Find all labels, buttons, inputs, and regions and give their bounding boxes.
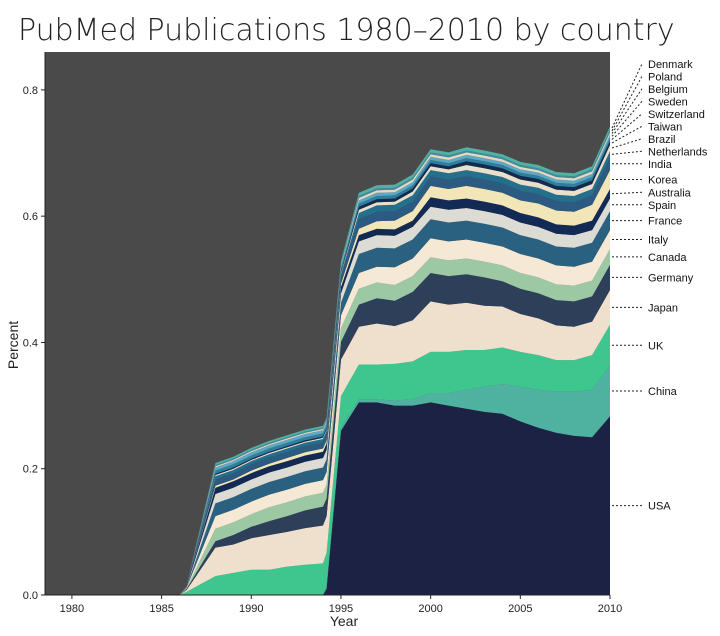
country-label-india: India: [648, 159, 673, 171]
label-leader: [611, 100, 643, 137]
x-tick-label: 1985: [149, 603, 173, 615]
area-france: [45, 211, 610, 595]
y-axis-label: Percent: [5, 321, 21, 369]
country-label-sweden: Sweden: [648, 96, 688, 108]
country-label-taiwan: Taiwan: [648, 121, 682, 133]
y-tick-label: 0.8: [23, 85, 38, 97]
label-leader: [611, 125, 643, 144]
country-label-poland: Poland: [648, 71, 682, 83]
x-tick-label: 1995: [329, 603, 353, 615]
country-label-australia: Australia: [648, 187, 692, 199]
country-label-spain: Spain: [648, 200, 676, 212]
area-brazil: [45, 144, 610, 596]
country-label-uk: UK: [648, 340, 664, 352]
area-usa: [45, 402, 610, 595]
axes: 1980 1985 1990 1995 2000 2005 2010 0.0 0.2 0.4 0.6…: [23, 52, 622, 615]
country-label-china: China: [648, 386, 678, 398]
x-tick-label: 2010: [598, 603, 622, 615]
country-label-brazil: Brazil: [648, 134, 676, 146]
area-switzerland: [45, 137, 610, 595]
x-tick-label: 2005: [508, 603, 532, 615]
label-leader: [611, 138, 643, 149]
area-layers: [45, 126, 610, 596]
country-label-japan: Japan: [648, 302, 678, 314]
area-japan: [45, 290, 610, 595]
country-label-canada: Canada: [648, 252, 687, 264]
country-label-italy: Italy: [648, 235, 669, 247]
country-label-belgium: Belgium: [648, 84, 688, 96]
label-leader: [611, 88, 643, 134]
country-label-france: France: [648, 216, 682, 228]
label-leader: [611, 76, 643, 132]
y-tick-label: 0.2: [23, 464, 38, 476]
area-sweden: [45, 134, 610, 595]
country-label-usa: USA: [648, 501, 671, 513]
x-axis-label: Year: [330, 613, 359, 629]
area-taiwan: [45, 141, 610, 595]
x-tick-label: 1980: [60, 603, 84, 615]
country-label-korea: Korea: [648, 175, 678, 187]
x-tick-label: 1990: [239, 603, 263, 615]
country-label-switzerland: Switzerland: [648, 109, 705, 121]
area-spain: [45, 198, 610, 595]
label-leader: [611, 150, 643, 155]
x-tick-label: 2000: [418, 603, 442, 615]
country-label-netherlands: Netherlands: [648, 146, 708, 158]
chart-title: PubMed Publications 1980–2010 by country: [18, 13, 675, 48]
area-netherlands: [45, 151, 610, 595]
y-tick-label: 0.6: [23, 211, 38, 223]
country-labels: USA China UK Japan Germany Canada Italy France S…: [611, 59, 708, 513]
area-canada: [45, 249, 610, 595]
area-india: [45, 157, 610, 595]
y-tick-label: 0.4: [23, 337, 38, 349]
country-label-germany: Germany: [648, 272, 694, 284]
label-leader: [611, 191, 643, 195]
area-korea: [45, 170, 610, 595]
area-italy: [45, 230, 610, 595]
label-leader: [611, 113, 643, 140]
y-tick-label: 0.0: [23, 590, 38, 602]
area-australia: [45, 189, 610, 595]
country-label-denmark: Denmark: [648, 59, 693, 71]
area-denmark: [45, 126, 610, 595]
